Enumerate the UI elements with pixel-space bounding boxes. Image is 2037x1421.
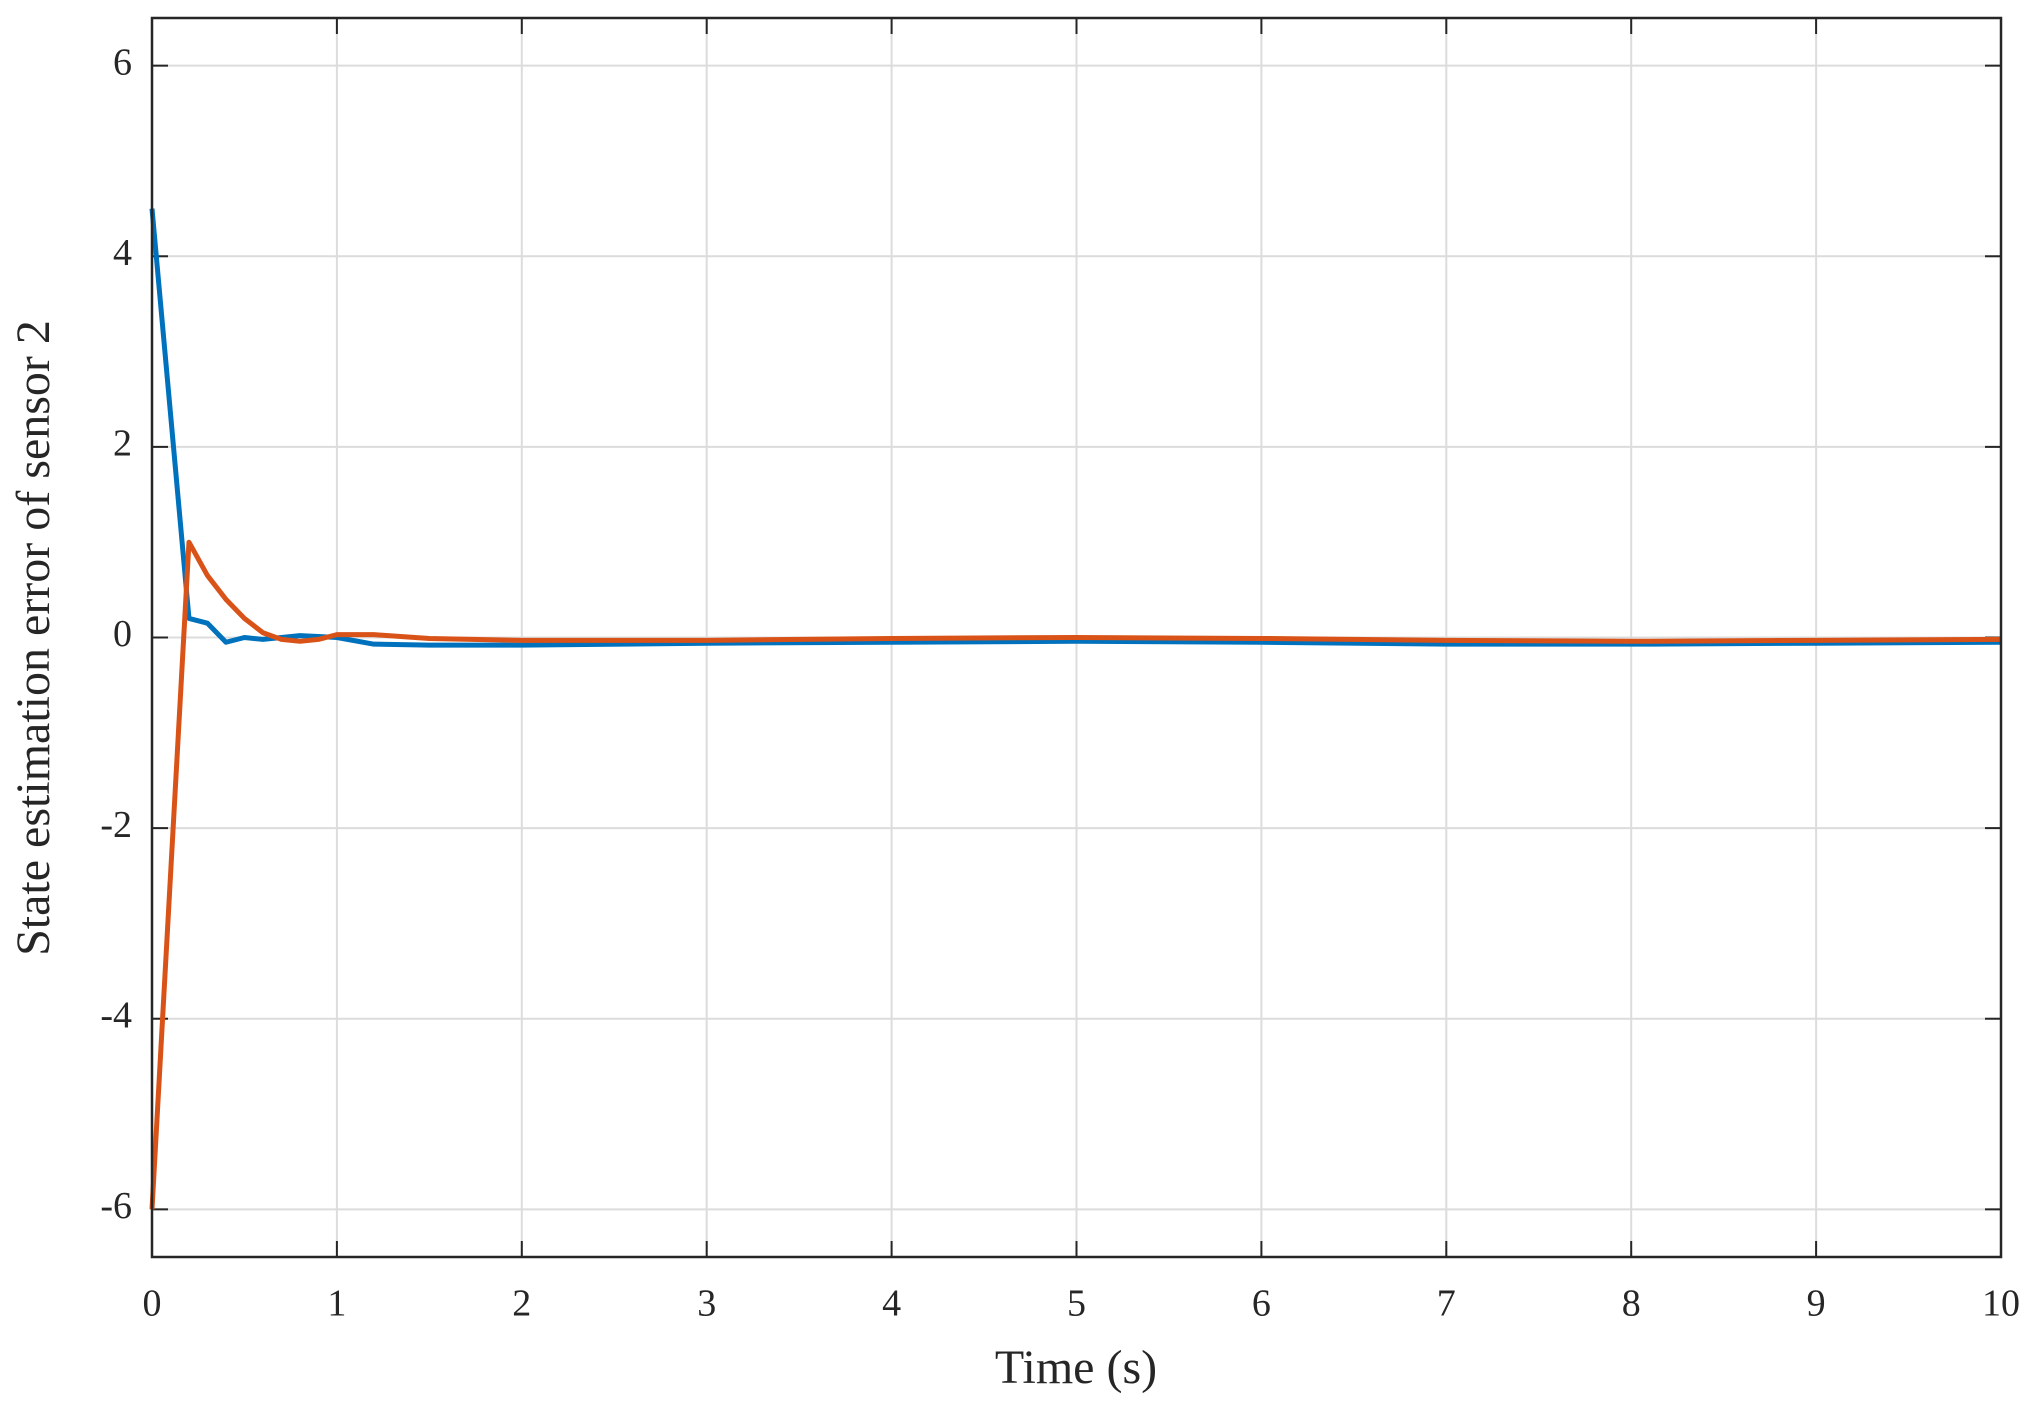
plot-frame [150,16,2003,1259]
x-tick-label: 6 [1252,1283,1271,1325]
y-tick-label: -4 [100,994,132,1036]
x-tick-label: 0 [143,1283,162,1325]
line-series [149,539,2002,1210]
x-tick-label: 5 [1067,1283,1086,1325]
y-tick-label: 0 [113,613,132,655]
y-tick-label: 4 [113,232,132,274]
line-series [149,208,2002,648]
x-tick-label: 7 [1437,1283,1456,1325]
x-tick-label: 8 [1622,1283,1641,1325]
x-tick-label: 4 [882,1283,901,1325]
x-tick-label: 10 [1982,1283,2020,1325]
y-tick-label: 6 [113,41,132,83]
x-tick-label: 1 [327,1283,346,1325]
x-tick-label: 3 [697,1283,716,1325]
y-tick-label: -2 [100,804,132,846]
y-tick-label: -6 [100,1185,132,1227]
x-tick-label: 2 [512,1283,531,1325]
x-tick-label: 9 [1807,1283,1826,1325]
y-tick-label: 2 [113,423,132,465]
x-axis-label: Time (s) [995,1341,1157,1394]
y-axis-label: State estimation error of sensor 2 [7,320,60,956]
